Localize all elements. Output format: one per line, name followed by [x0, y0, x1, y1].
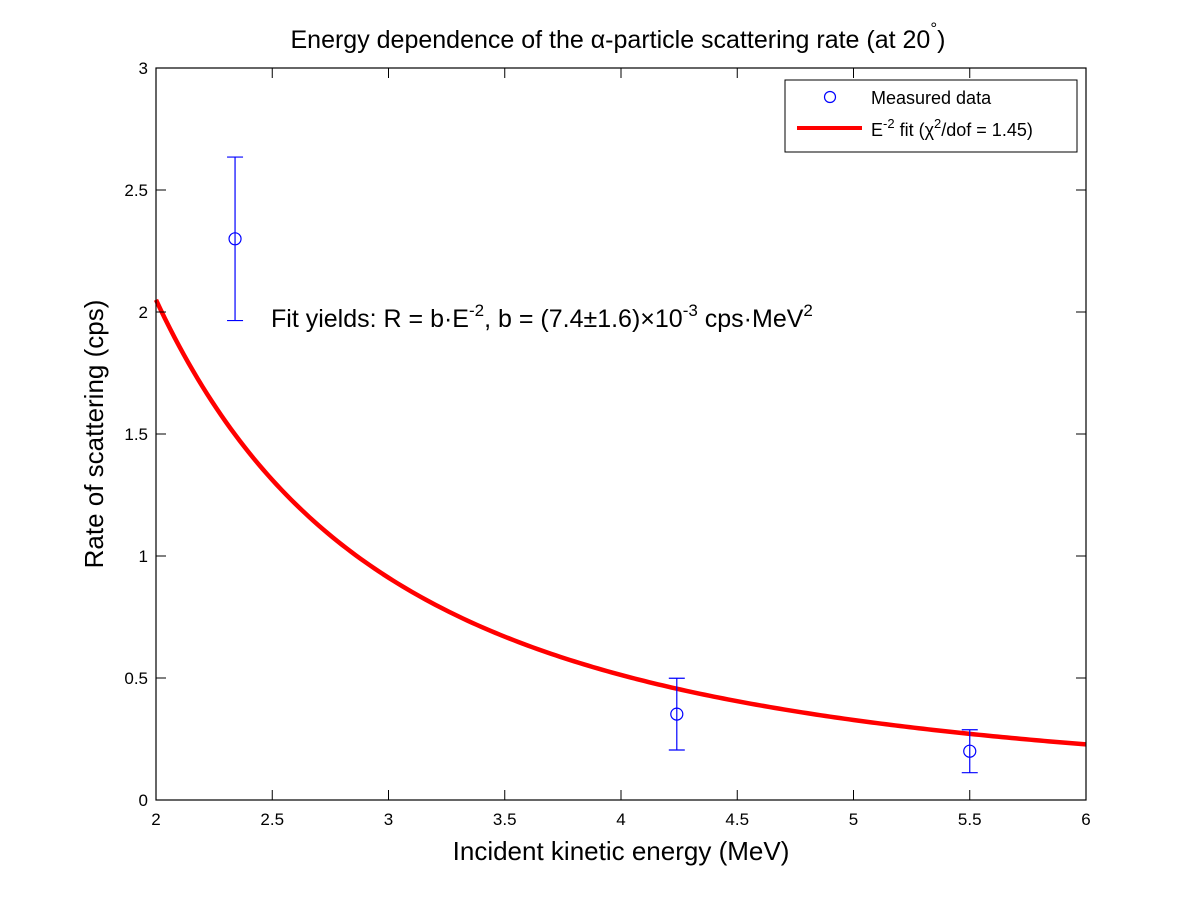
x-tick-label: 2	[151, 810, 160, 829]
legend: Measured data E-2 fit (χ2/dof = 1.45)	[784, 79, 1078, 153]
data-point	[668, 677, 685, 751]
legend-fit-sup1: -2	[883, 116, 895, 131]
x-axis-label: Incident kinetic energy (MeV)	[453, 836, 790, 866]
title-tail: )	[937, 26, 945, 54]
title-main: Energy dependence of the α-particle scat…	[291, 26, 931, 54]
x-tick-label: 3	[384, 810, 393, 829]
x-tick-label: 6	[1081, 810, 1090, 829]
annotation-part-2: , b = (7.4±1.6)×10	[484, 305, 683, 333]
data-point	[961, 729, 978, 774]
y-tick-label: 2.5	[124, 181, 148, 200]
legend-fit-sup2: 2	[934, 116, 941, 131]
data-point-marker	[228, 232, 242, 246]
y-tick-label: 0.5	[124, 669, 148, 688]
annotation-sup-2: -3	[683, 301, 698, 320]
legend-label-fit: E-2 fit (χ2/dof = 1.45)	[871, 116, 1033, 140]
x-tick-label: 4.5	[725, 810, 749, 829]
annotation-sup-1: -2	[469, 301, 484, 320]
y-tick-label: 2	[139, 303, 148, 322]
x-tick-label: 5	[849, 810, 858, 829]
data-point-marker	[670, 707, 684, 721]
plot-frame	[155, 67, 1087, 801]
y-axis-ticks: 0 0.5 1 1.5 2 2.5 3	[124, 59, 1086, 810]
data-point-marker	[963, 744, 977, 758]
x-tick-label: 5.5	[958, 810, 982, 829]
x-tick-label: 4	[616, 810, 625, 829]
y-tick-label: 3	[139, 59, 148, 78]
x-tick-label: 2.5	[260, 810, 284, 829]
annotation-text: Fit yields: R = b·E-2, b = (7.4±1.6)×10-…	[271, 301, 813, 333]
legend-fit-mid: fit (χ	[895, 120, 935, 140]
fit-curve-group	[153, 298, 1087, 747]
chart-title-text: Energy dependence of the α-particle scat…	[291, 19, 946, 54]
legend-fit-post: /dof = 1.45)	[941, 120, 1033, 140]
x-tick-label: 3.5	[493, 810, 517, 829]
y-tick-label: 1	[139, 547, 148, 566]
legend-fit-pre: E	[871, 120, 883, 140]
annotation: Fit yields: R = b·E-2, b = (7.4±1.6)×10-…	[271, 301, 813, 333]
y-axis-label: Rate of scattering (cps)	[79, 300, 109, 569]
legend-box	[784, 79, 1078, 153]
legend-label-measured: Measured data	[871, 88, 992, 108]
fit-curve-line	[153, 298, 1087, 747]
x-axis-ticks: 2 2.5 3 3.5 4 4.5 5 5.5 6	[151, 68, 1091, 829]
data-point	[227, 156, 244, 322]
chart-title: Energy dependence of the α-particle scat…	[291, 19, 946, 54]
annotation-part-1: Fit yields: R = b·E	[271, 305, 469, 333]
legend-marker-circle-icon	[823, 90, 837, 104]
y-tick-label: 1.5	[124, 425, 148, 444]
annotation-sup-3: 2	[803, 301, 812, 320]
y-tick-label: 0	[139, 791, 148, 810]
annotation-part-3: cps·MeV	[698, 305, 804, 333]
data-points-group	[227, 156, 978, 774]
title-degree: °	[930, 19, 937, 38]
